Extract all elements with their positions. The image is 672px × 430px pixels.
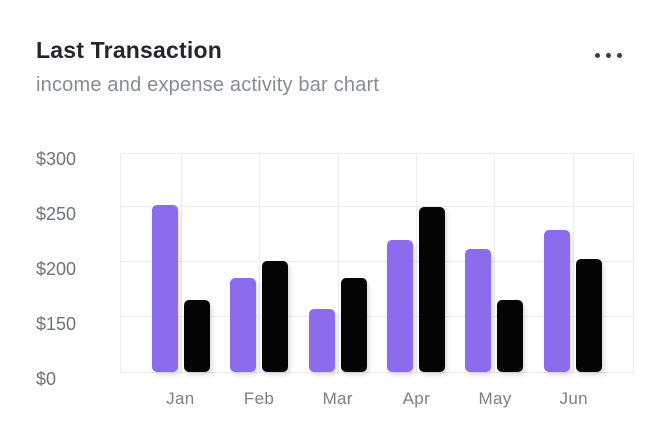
x-axis-label-may: May — [478, 389, 512, 408]
bar-group-may — [455, 154, 533, 372]
bar-group-feb — [220, 154, 298, 372]
gridline-vertical-jan — [181, 154, 183, 372]
card-header: Last Transaction income and expense acti… — [36, 37, 636, 97]
gridline-horizontal-200 — [121, 261, 633, 262]
y-axis-label-300: $300 — [36, 149, 77, 169]
bar-pair-apr — [377, 207, 455, 372]
bar-groups — [121, 154, 633, 372]
x-axis-label-mar: Mar — [322, 389, 353, 408]
more-options-button[interactable] — [588, 42, 628, 68]
y-axis-label-150: $150 — [36, 314, 77, 334]
gridline-vertical-feb — [259, 154, 261, 372]
y-axis-label-250: $250 — [36, 204, 77, 224]
bar-expense-jan — [184, 300, 211, 372]
gridline-vertical-jun — [572, 154, 574, 372]
y-axis-label-0: $0 — [36, 369, 57, 389]
bar-expense-feb — [262, 261, 289, 372]
bar-expense-apr — [419, 207, 446, 372]
x-axis-labels: Jan Feb Mar Apr May Jun — [120, 389, 634, 409]
bar-pair-may — [455, 249, 533, 372]
bar-income-may — [465, 249, 492, 372]
bar-group-jun — [534, 154, 612, 372]
gridline-vertical-may — [494, 154, 496, 372]
bar-group-apr — [377, 154, 455, 372]
bar-expense-mar — [340, 278, 367, 372]
gridline-vertical-apr — [416, 154, 418, 372]
x-axis-label-apr: Apr — [402, 389, 431, 408]
bar-expense-may — [497, 300, 524, 372]
bar-pair-jan — [142, 205, 220, 372]
bar-pair-jun — [534, 230, 612, 372]
gridline-horizontal-150 — [121, 316, 633, 317]
y-axis-label-200: $200 — [36, 259, 77, 279]
bar-pair-feb — [220, 261, 298, 372]
gridline-horizontal-250 — [121, 206, 633, 207]
plot-area — [120, 153, 634, 373]
bar-income-jan — [152, 205, 179, 372]
y-axis-labels: $0 $150 $200 $250 $300 — [36, 149, 116, 389]
card-subtitle: income and expense activity bar chart — [36, 74, 380, 97]
x-axis-label-jun: Jun — [559, 389, 588, 408]
bar-income-apr — [387, 240, 414, 372]
bar-expense-jun — [575, 259, 602, 372]
x-axis-label-jan: Jan — [166, 389, 195, 408]
card-title: Last Transaction — [36, 37, 222, 63]
gridline-vertical-mar — [337, 154, 339, 372]
ellipsis-horizontal-icon — [594, 52, 622, 58]
bar-group-mar — [299, 154, 377, 372]
bar-income-jun — [543, 230, 570, 372]
bar-group-jan — [142, 154, 220, 372]
bar-income-feb — [230, 278, 257, 372]
bar-pair-mar — [299, 278, 377, 372]
x-axis-label-feb: Feb — [243, 389, 275, 408]
bar-income-mar — [308, 309, 335, 372]
